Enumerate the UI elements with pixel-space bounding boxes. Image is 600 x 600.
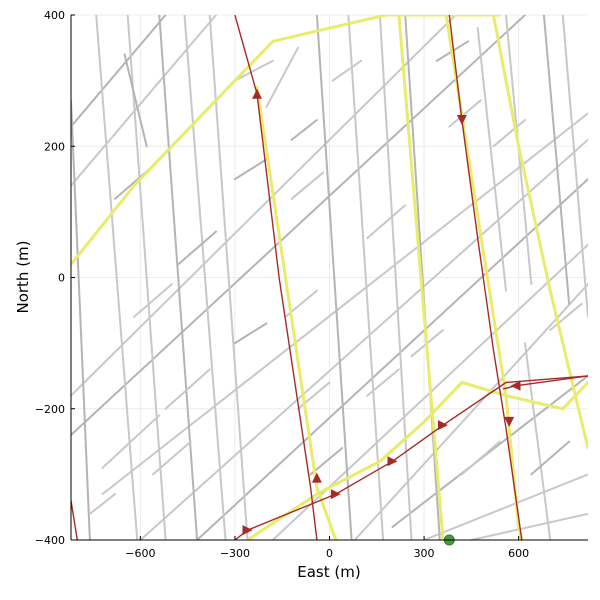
- road-line: [524, 342, 552, 540]
- road-line: [530, 440, 571, 476]
- y-tick-label: −200: [35, 403, 65, 416]
- route-line: [246, 381, 508, 540]
- path-line: [448, 15, 523, 540]
- road-line: [366, 368, 400, 397]
- road-line: [549, 302, 583, 331]
- road-line: [88, 493, 117, 515]
- road-line: [448, 99, 482, 128]
- road-line: [71, 15, 167, 128]
- road-line: [158, 15, 199, 540]
- road-line: [101, 414, 161, 469]
- path-line: [71, 500, 78, 540]
- path-arrow-marker: [504, 416, 515, 427]
- road-line: [208, 15, 249, 540]
- path-arrow-marker: [456, 115, 467, 125]
- path-arrow-marker: [330, 489, 341, 500]
- road-line: [233, 59, 274, 82]
- road-line: [347, 15, 385, 540]
- road-line: [309, 447, 344, 476]
- path-line: [234, 15, 318, 540]
- road-line: [290, 119, 318, 141]
- y-tick-label: 400: [44, 9, 65, 22]
- route-line: [397, 15, 445, 540]
- road-line: [331, 59, 362, 82]
- road-line: [265, 46, 299, 108]
- route-line: [491, 15, 588, 450]
- road-line: [561, 15, 588, 318]
- x-tick-label: 600: [508, 547, 529, 560]
- x-tick-label: −600: [125, 547, 155, 560]
- x-tick-label: 300: [414, 547, 435, 560]
- path-arrow-marker: [510, 380, 521, 391]
- path-arrow-marker: [242, 525, 253, 536]
- road-line: [133, 283, 173, 318]
- road-line: [391, 374, 588, 528]
- path-arrow-marker: [387, 456, 398, 467]
- road-line: [353, 283, 588, 540]
- path-arrow-marker: [251, 88, 262, 99]
- road-line: [233, 322, 268, 345]
- road-line: [71, 99, 91, 540]
- road-line: [470, 512, 588, 540]
- x-axis-label: East (m): [297, 563, 360, 581]
- road-line: [476, 27, 507, 292]
- road-line: [101, 112, 588, 496]
- x-tick-label: 0: [326, 547, 333, 560]
- y-tick-label: 200: [44, 140, 65, 153]
- road-line: [71, 15, 526, 436]
- road-line: [164, 368, 211, 410]
- road-line: [196, 178, 588, 540]
- path-arrow-marker: [311, 472, 322, 483]
- road-line: [71, 15, 217, 187]
- axes: −600 −300 0 300 600 −400 −200 0 200 400: [35, 9, 588, 560]
- x-tick-label: −300: [220, 547, 250, 560]
- road-network: [71, 15, 588, 540]
- route-lines: [71, 15, 588, 540]
- route-line: [504, 381, 588, 411]
- road-line: [95, 15, 139, 540]
- road-line: [315, 15, 353, 540]
- road-line: [423, 473, 588, 540]
- road-line: [290, 171, 325, 200]
- road-line: [126, 15, 167, 540]
- y-tick-label: 0: [58, 272, 65, 285]
- road-line: [542, 15, 571, 305]
- road-line: [233, 158, 268, 181]
- y-tick-label: −400: [35, 534, 65, 547]
- route-line: [255, 85, 338, 540]
- route-line: [71, 15, 502, 266]
- road-line: [183, 15, 227, 540]
- path-arrow-marker: [437, 420, 448, 431]
- road-line: [378, 15, 413, 540]
- road-line: [460, 440, 501, 476]
- road-line: [71, 15, 457, 397]
- road-line: [404, 15, 441, 540]
- road-line: [139, 138, 588, 540]
- road-line: [123, 53, 148, 148]
- road-line: [492, 119, 526, 148]
- path-lines: [71, 15, 588, 540]
- road-line: [366, 204, 407, 240]
- road-line: [152, 440, 192, 476]
- road-line: [177, 230, 217, 266]
- y-axis-label: North (m): [14, 240, 32, 313]
